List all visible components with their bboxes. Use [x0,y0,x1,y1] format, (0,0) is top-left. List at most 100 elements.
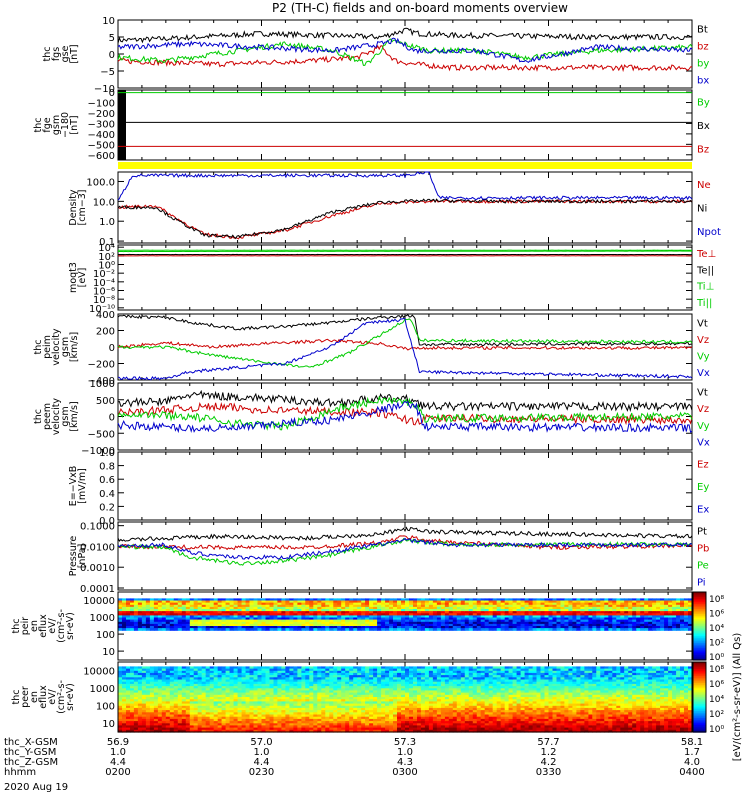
spectrogram-cell [118,602,123,606]
spectrogram-cell [313,602,318,606]
spectrogram-cell [197,714,203,718]
spectrogram-cell [213,718,219,722]
spectrogram-cell [301,727,306,731]
spectrogram-cell [169,718,175,722]
spectrogram-cell [397,615,402,619]
spectrogram-cell [680,628,685,631]
spectrogram-cell [145,727,151,731]
spectrogram-cell [229,694,235,698]
spectrogram-cell [452,623,458,627]
spectrogram-cell [217,609,223,612]
spectrogram-cell [297,626,302,629]
spectrogram-cell [149,716,155,720]
spectrogram-cell [173,686,179,689]
spectrogram-cell [325,626,330,629]
spectrogram-cell [504,613,510,616]
spectrogram-cell [512,598,518,602]
spectrogram-cell [225,697,231,700]
spectrogram-cell [357,623,362,627]
spectrogram-cell [341,628,346,631]
spectrogram-cell [329,705,334,709]
spectrogram-cell [349,690,354,694]
spectrogram-cell [265,668,271,672]
spectrogram-cell [213,606,219,610]
y-axis-label: [nPa] [77,544,88,569]
spectrogram-cell [369,609,374,612]
spectrogram-cell [245,677,251,681]
spectrogram-cell [173,727,179,731]
spectrogram-cell [157,707,163,711]
spectrogram-cell [333,688,338,692]
spectrogram-cell [173,681,179,685]
spectrogram-cell [281,725,286,729]
spectrogram-cell [333,692,338,696]
spectrogram-cell [297,701,302,705]
spectrogram-cell [281,694,286,698]
spectrogram-cell [225,723,231,727]
spectrogram-cell [165,721,171,724]
spectrogram-cell [273,619,279,623]
spectrogram-cell [229,623,235,627]
spectrogram-cell [357,677,362,681]
spectrogram-cell [576,598,581,602]
spectrogram-cell [130,701,135,705]
spectrogram-cell [253,670,259,674]
spectrogram-cell [317,721,322,724]
spectrogram-cell [405,628,410,631]
spectrogram-cell [189,688,195,692]
spectrogram-cell [452,615,458,619]
spectrogram-cell [628,609,633,612]
spectrogram-cell [197,672,203,676]
spectrogram-cell [137,692,143,696]
spectrogram-cell [133,690,139,694]
spectrogram-cell [281,619,286,623]
spectrogram-cell [137,725,143,729]
spectrogram-cell [229,707,235,711]
spectrogram-cell [365,707,370,711]
spectrogram-cell [193,604,199,608]
spectrogram-cell [249,628,255,631]
spectrogram-cell [229,725,235,729]
spectrogram-cell [165,694,171,698]
spectrogram-cell [241,602,247,606]
spectrogram-cell [133,727,139,731]
spectrogram-cell [389,686,394,689]
spectrogram-cell [325,686,330,689]
spectrogram-cell [245,672,251,676]
spectrogram-cell [249,725,255,729]
series-pressure-Pb [117,535,693,551]
spectrogram-cell [644,606,649,610]
spectrogram-cell [153,600,159,604]
spectrogram-cell [185,688,191,692]
spectrogram-cell [293,602,298,606]
spectrogram-cell [137,729,143,733]
spectrogram-cell [161,688,167,692]
spectrogram-cell [145,707,151,711]
spectrogram-cell [305,600,310,604]
spectrogram-cell [620,606,625,610]
spectrogram-cell [317,604,322,608]
spectrogram-cell [580,617,585,621]
spectrogram-cell [656,617,661,621]
spectrogram-cell [373,723,378,727]
spectrogram-cell [161,686,167,689]
spectrogram-cell [616,615,621,619]
spectrogram-cell [161,677,167,681]
spectrogram-cell [321,606,326,610]
spectrogram-cell [149,606,155,610]
spectrogram-cell [628,613,633,616]
spectrogram-cell [281,623,286,627]
spectrogram-cell [353,714,358,718]
spectrogram-cell [193,716,199,720]
spectrogram-cell [385,727,390,731]
spectrogram-cell [528,598,534,602]
spectrogram-cell [680,617,685,621]
spectrogram-cell [313,666,318,670]
spectrogram-cell [161,710,167,713]
spectrogram-cell [281,602,286,606]
spectrogram-cell [532,604,538,608]
spectrogram-cell [165,692,171,696]
spectrogram-cell [329,675,334,678]
spectrogram-cell [118,604,123,608]
spectrogram-cell [141,703,147,707]
